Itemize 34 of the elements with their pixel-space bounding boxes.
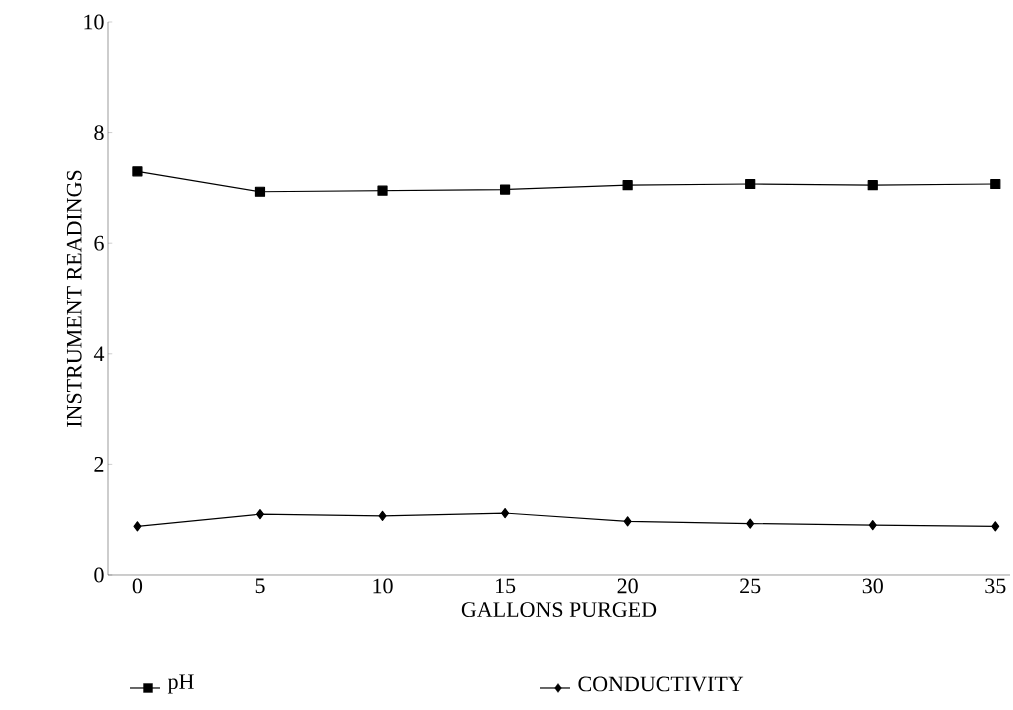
- point: [867, 180, 878, 191]
- y-tick-label: 10: [84, 14, 104, 30]
- point: [991, 521, 1000, 532]
- point: [378, 510, 387, 521]
- x-tick-label: 10: [373, 578, 393, 594]
- y-tick-label: 0: [94, 567, 104, 583]
- x-axis-title: GALLONS PURGED: [461, 602, 657, 618]
- x-tick-label: 25: [740, 578, 761, 594]
- point: [990, 178, 1001, 190]
- point: [256, 509, 264, 520]
- point: [746, 518, 755, 529]
- x-tick-label: 5: [255, 578, 265, 594]
- x-tick-label: 20: [617, 578, 638, 594]
- y-tick-label: 6: [94, 235, 104, 251]
- legend-label: CONDUCTIVITY: [578, 676, 744, 692]
- x-tick-label: 15: [496, 578, 516, 594]
- point: [377, 185, 388, 196]
- x-tick-label: 30: [862, 578, 883, 594]
- y-tick-label: 4: [93, 346, 105, 362]
- point: [745, 178, 756, 190]
- point: [254, 186, 266, 197]
- point: [501, 507, 510, 519]
- y-tick-label: 8: [94, 125, 104, 141]
- point: [499, 184, 511, 195]
- point: [623, 516, 632, 527]
- y-tick-label: 2: [94, 457, 104, 472]
- point: [868, 520, 877, 531]
- point: [132, 166, 143, 177]
- legend-label: pH: [167, 674, 194, 694]
- x-tick-label: 0: [132, 578, 143, 594]
- y-axis-title: INSTRUMENT READINGS: [66, 170, 82, 427]
- point: [622, 180, 633, 191]
- x-tick-label: 35: [985, 578, 1006, 594]
- point: [133, 521, 142, 532]
